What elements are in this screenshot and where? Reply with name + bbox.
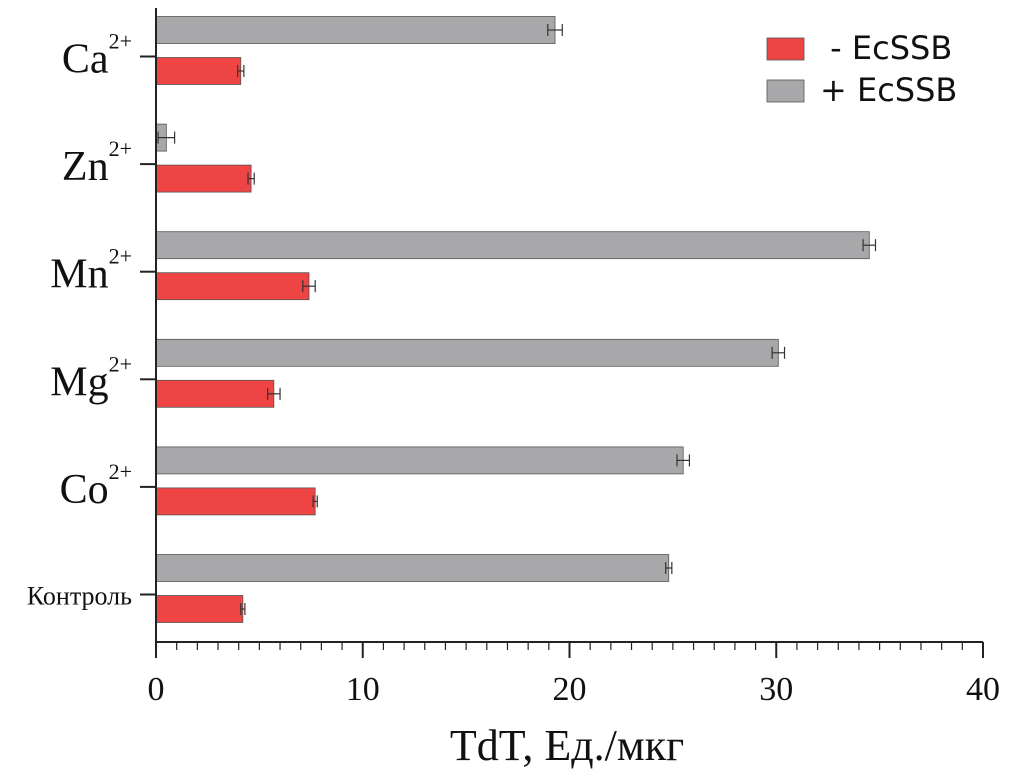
error-bar-minus-4: [247, 172, 255, 185]
category-label-4: Zn2+: [62, 136, 132, 190]
bar-plus-ecssb-1: [155, 446, 684, 475]
x-tick-label-10: 10: [346, 671, 380, 708]
bar-plus-ecssb-3: [155, 231, 870, 260]
bar-plus-ecssb-2: [155, 338, 779, 367]
error-bar-minus-2: [267, 387, 281, 400]
x-axis-title: TdT, Ед./мкг: [450, 721, 684, 770]
x-ticks-layer: [155, 642, 984, 658]
legend-label-0: - EcSSB: [820, 29, 952, 67]
category-label-2: Mg2+: [50, 351, 132, 405]
category-label-5: Ca2+: [62, 29, 132, 83]
error-bar-plus-2: [771, 346, 786, 359]
legend-label-1: + EcSSB: [820, 71, 957, 109]
x-tick-label-0: 0: [148, 671, 165, 708]
legend: - EcSSB + EcSSB: [766, 29, 957, 109]
category-label-0: Контроль: [27, 582, 132, 611]
y-ticks-layer: [140, 55, 156, 596]
bar-minus-ecssb-2: [155, 379, 275, 408]
bar-minus-ecssb-3: [155, 272, 310, 301]
error-bar-minus-1: [312, 495, 318, 508]
category-label-1: Co2+: [60, 459, 132, 513]
error-bar-plus-0: [665, 562, 673, 574]
error-bar-minus-5: [237, 65, 245, 77]
bar-plus-ecssb-0: [155, 554, 670, 582]
error-bar-plus-4: [157, 131, 176, 144]
bar-minus-ecssb-0: [155, 595, 244, 623]
bar-minus-ecssb-4: [155, 164, 252, 193]
error-bar-minus-3: [302, 280, 316, 293]
bars-layer: [155, 16, 870, 623]
error-bars-layer: [157, 24, 877, 615]
error-bar-plus-3: [862, 239, 877, 252]
x-tick-label-20: 20: [553, 671, 587, 708]
bar-minus-ecssb-1: [155, 487, 316, 516]
category-labels-layer: Контроль Co2+ Mg2+ Mn2+ Zn2+ Ca2+: [27, 29, 132, 611]
error-bar-plus-5: [547, 24, 563, 36]
bar-plus-ecssb-5: [155, 16, 556, 44]
x-tick-labels-layer: 0 10 20 30 40: [148, 671, 1001, 708]
category-label-3: Mn2+: [50, 244, 132, 298]
legend-swatch-1: [766, 79, 805, 103]
bar-minus-ecssb-5: [155, 57, 242, 85]
error-bar-plus-1: [676, 454, 691, 467]
x-tick-label-30: 30: [759, 671, 793, 708]
error-bar-minus-0: [240, 603, 246, 615]
legend-swatch-0: [766, 37, 805, 61]
x-tick-label-40: 40: [966, 671, 1000, 708]
